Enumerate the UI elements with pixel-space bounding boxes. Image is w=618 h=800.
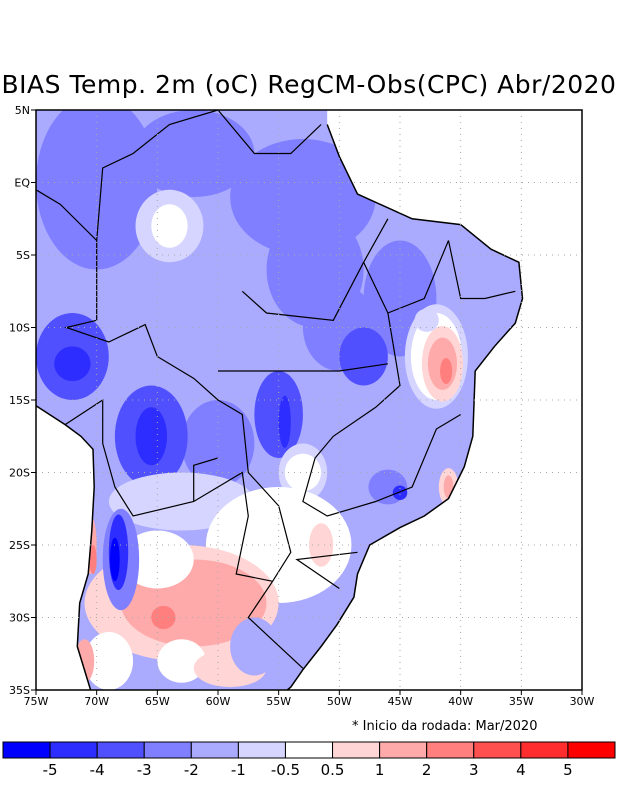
colorbar-swatch (379, 741, 428, 759)
lon-tick-label: 50W (327, 695, 352, 708)
colorbar-swatch (143, 741, 192, 759)
bias-contour-region (443, 475, 454, 499)
bias-contour-region (89, 545, 97, 574)
colorbar-label: 2 (422, 761, 432, 779)
colorbar-label: -2 (184, 761, 199, 779)
lon-tick-label: 55W (266, 695, 291, 708)
colorbar-label: 5 (563, 761, 573, 779)
lon-tick-label: 70W (84, 695, 109, 708)
colorbar-label: -1 (231, 761, 246, 779)
colorbar-swatch (284, 741, 334, 759)
colorbar-swatch (332, 741, 381, 759)
bias-contour-region (414, 308, 439, 332)
colorbar-swatch (190, 741, 239, 759)
lat-tick-label: 10S (9, 322, 30, 335)
lat-tick-label: 5S (16, 249, 30, 262)
colorbar-swatch (567, 741, 616, 759)
lat-tick-label: 5N (15, 104, 30, 117)
bias-contour-region (157, 639, 206, 683)
lat-tick-label: 25S (9, 539, 30, 552)
lon-tick-label: 75W (24, 695, 49, 708)
bias-contour-region (133, 110, 255, 197)
colorbar-swatch (237, 741, 286, 759)
bias-contour-region (230, 617, 279, 676)
bias-contour-region (110, 537, 120, 582)
colorbar-label: 3 (469, 761, 479, 779)
bias-contour-region (440, 357, 453, 385)
colorbar-label: -5 (43, 761, 58, 779)
lon-tick-label: 65W (145, 695, 170, 708)
bias-contour-region (254, 371, 303, 458)
border-line (295, 551, 358, 589)
figure-title: BIAS Temp. 2m (oC) RegCM-Obs(CPC) Abr/20… (1, 70, 617, 99)
colorbar-label: 1 (375, 761, 385, 779)
bias-contour-region (284, 453, 322, 492)
bias-field (36, 110, 523, 690)
lon-tick-label: 45W (388, 695, 413, 708)
border-line (447, 240, 516, 300)
colorbar-label: 0.5 (321, 761, 345, 779)
bias-contour-region (84, 632, 134, 690)
border-line (241, 218, 389, 321)
bias-contour-region (135, 407, 168, 466)
colorbar-swatch (473, 741, 522, 759)
colorbar-swatch (520, 741, 569, 759)
colorbar-label: -4 (90, 761, 105, 779)
colorbar-label: 4 (516, 761, 526, 779)
lon-tick-label: 30W (570, 695, 595, 708)
bias-contour-region (151, 204, 188, 248)
lat-tick-label: 15S (9, 394, 30, 407)
colorbar-swatch (96, 741, 145, 759)
colorbar-label: -0.5 (271, 761, 300, 779)
bias-contour-region (120, 530, 194, 589)
border-line (302, 262, 462, 517)
border-line (102, 443, 273, 582)
lon-tick-label: 35W (509, 695, 534, 708)
colorbar-label: -3 (137, 761, 152, 779)
lat-tick-label: EQ (14, 177, 30, 190)
bias-contour-region (339, 327, 388, 386)
lon-tick-label: 40W (448, 695, 473, 708)
bias-contour-region (278, 395, 291, 448)
border-line (35, 189, 304, 669)
lat-tick-label: 35S (9, 684, 30, 697)
lat-tick-label: 30S (9, 612, 30, 625)
colorbar-swatch (49, 741, 98, 759)
coastline-pacific (35, 405, 95, 691)
bias-contour-region (181, 400, 255, 487)
bias-contour-region (351, 588, 400, 647)
border-line (96, 109, 219, 241)
run-start-note: * Inicio da rodada: Mar/2020 (352, 719, 538, 734)
bias-contour-region (392, 485, 408, 501)
colorbar-swatch (426, 741, 475, 759)
lat-tick-label: 20S (9, 467, 30, 480)
colorbar-swatch (2, 741, 51, 759)
bias-contour-region (54, 346, 91, 382)
lon-tick-label: 60W (206, 695, 231, 708)
border-line (218, 363, 388, 372)
bias-contour-region (151, 605, 176, 630)
coastline-atlantic (286, 124, 524, 691)
border-line (217, 109, 322, 155)
border-line (193, 457, 219, 502)
